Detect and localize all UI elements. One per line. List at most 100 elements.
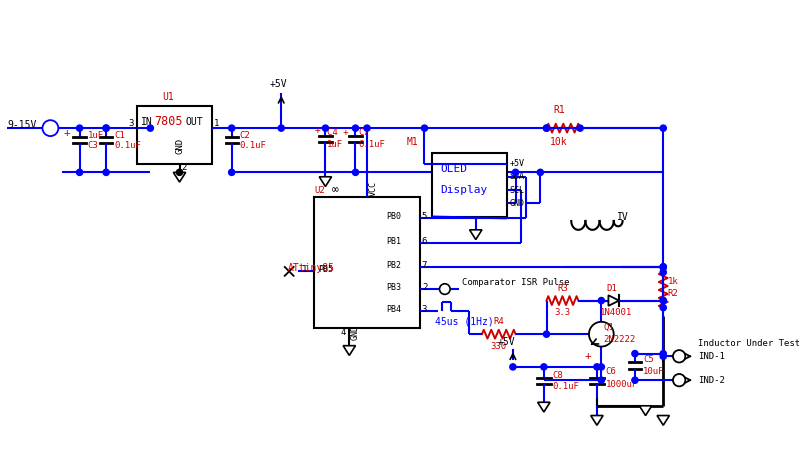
Polygon shape <box>639 406 652 415</box>
Circle shape <box>660 353 666 359</box>
Circle shape <box>177 169 183 175</box>
Circle shape <box>543 125 550 131</box>
Text: 7: 7 <box>422 260 427 270</box>
Text: +: + <box>315 125 320 135</box>
Circle shape <box>543 331 550 337</box>
Polygon shape <box>470 230 482 239</box>
Circle shape <box>543 125 550 131</box>
Text: Comparator ISR Pulse: Comparator ISR Pulse <box>462 277 569 287</box>
Text: C8: C8 <box>553 371 563 380</box>
Circle shape <box>77 169 82 175</box>
Polygon shape <box>343 345 356 356</box>
Text: 10uF: 10uF <box>643 367 665 376</box>
Circle shape <box>229 125 235 131</box>
Text: OUT: OUT <box>185 117 203 127</box>
Text: IV: IV <box>618 212 629 222</box>
Text: GND: GND <box>510 199 524 208</box>
Circle shape <box>42 120 58 136</box>
Text: IND-1: IND-1 <box>698 352 725 361</box>
Text: 1000uF: 1000uF <box>606 380 638 389</box>
Circle shape <box>278 125 284 131</box>
Text: R4: R4 <box>493 317 504 326</box>
Text: +5V: +5V <box>270 79 288 89</box>
Circle shape <box>352 169 359 175</box>
Text: PB4: PB4 <box>387 305 401 314</box>
Text: +: + <box>64 128 70 138</box>
Circle shape <box>229 169 235 175</box>
Text: 1k: 1k <box>668 276 678 286</box>
Text: R3: R3 <box>557 284 568 292</box>
Text: 6: 6 <box>422 237 427 246</box>
Text: 9-15V: 9-15V <box>7 120 37 130</box>
Text: GND: GND <box>175 138 184 154</box>
Text: ATtiny85: ATtiny85 <box>288 263 335 273</box>
Text: SCL: SCL <box>510 186 524 195</box>
Circle shape <box>632 351 638 357</box>
Text: C4 +: C4 + <box>328 128 348 137</box>
Text: 3.3: 3.3 <box>555 308 570 318</box>
Text: +5V: +5V <box>510 159 524 168</box>
Text: OLED: OLED <box>440 164 467 174</box>
Text: IN: IN <box>141 117 153 127</box>
Text: 1: 1 <box>301 265 307 274</box>
Text: 1uF: 1uF <box>88 131 104 140</box>
Circle shape <box>673 374 686 386</box>
Circle shape <box>660 298 666 303</box>
Text: Inductor Under Test: Inductor Under Test <box>698 340 799 348</box>
Polygon shape <box>538 402 550 412</box>
Text: 3: 3 <box>128 119 133 128</box>
Text: +5V: +5V <box>498 337 515 347</box>
Circle shape <box>673 350 686 362</box>
Text: C5: C5 <box>643 356 654 364</box>
Circle shape <box>439 284 450 294</box>
Text: GND: GND <box>351 325 360 340</box>
Bar <box>137 106 213 164</box>
Text: C3: C3 <box>88 141 98 150</box>
Text: R2: R2 <box>668 289 678 298</box>
Text: PB0: PB0 <box>387 212 401 221</box>
Text: PB2: PB2 <box>387 260 401 270</box>
Text: 1: 1 <box>214 119 220 128</box>
Text: 1uF: 1uF <box>328 139 344 149</box>
Text: 0.1uF: 0.1uF <box>114 141 141 150</box>
Circle shape <box>660 264 666 270</box>
Circle shape <box>660 264 666 270</box>
Text: 0.1uF: 0.1uF <box>358 139 385 149</box>
Text: PB1: PB1 <box>387 237 401 246</box>
Circle shape <box>147 125 153 131</box>
Circle shape <box>103 169 109 175</box>
Polygon shape <box>590 415 603 425</box>
Text: PB3: PB3 <box>387 283 401 292</box>
Text: 330: 330 <box>491 342 507 351</box>
Circle shape <box>103 125 109 131</box>
Circle shape <box>103 125 109 131</box>
Circle shape <box>594 364 600 370</box>
Circle shape <box>660 269 666 276</box>
Text: Display: Display <box>440 185 487 195</box>
Text: +: + <box>585 351 591 361</box>
Polygon shape <box>320 177 332 186</box>
Polygon shape <box>173 172 185 182</box>
Text: 5: 5 <box>422 212 427 221</box>
Text: SDA: SDA <box>510 172 524 181</box>
Circle shape <box>352 125 359 131</box>
Circle shape <box>77 125 82 131</box>
Text: ∞: ∞ <box>332 185 338 195</box>
Circle shape <box>421 125 427 131</box>
Text: U1: U1 <box>162 92 174 102</box>
Circle shape <box>660 351 666 357</box>
Text: C6: C6 <box>606 367 617 376</box>
Circle shape <box>598 377 604 383</box>
Text: R1: R1 <box>553 106 565 116</box>
Text: 2: 2 <box>181 164 187 172</box>
Text: C1: C1 <box>114 131 125 140</box>
Text: PB5: PB5 <box>318 265 333 274</box>
Text: 10k: 10k <box>550 137 568 147</box>
Text: 2: 2 <box>422 283 427 292</box>
Circle shape <box>364 125 370 131</box>
Circle shape <box>541 364 547 370</box>
Text: VCC: VCC <box>369 181 378 196</box>
Polygon shape <box>608 295 619 306</box>
Circle shape <box>660 125 666 131</box>
Text: M1: M1 <box>407 137 419 147</box>
